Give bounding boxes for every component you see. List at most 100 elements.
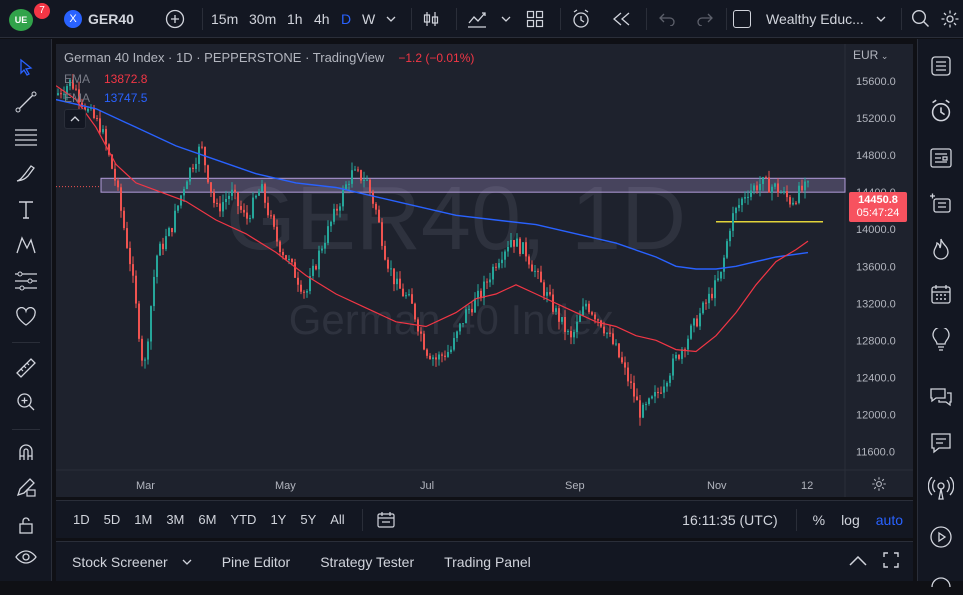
search-button[interactable] (908, 0, 932, 38)
ideas-button[interactable] (925, 324, 957, 356)
range-1y[interactable]: 1Y (270, 512, 287, 527)
tab-strategy-tester[interactable]: Strategy Tester (305, 554, 429, 570)
broadcast-button[interactable] (925, 473, 957, 505)
percent-toggle[interactable]: % (812, 511, 826, 528)
ema-slow-line[interactable] (56, 98, 809, 270)
collapse-panel-button[interactable] (839, 554, 877, 569)
watchlist-button[interactable] (925, 50, 957, 82)
hotlists-button[interactable] (925, 233, 957, 265)
layout-selector[interactable]: Wealthy Educ... (733, 0, 886, 38)
lock-tool[interactable] (10, 509, 42, 541)
interval-1h[interactable]: 1h (287, 0, 303, 38)
candle-body (732, 213, 734, 231)
object-tree-button[interactable] (925, 187, 957, 219)
stay-in-drawing-tool[interactable] (10, 471, 42, 503)
interval-15m[interactable]: 15m (211, 0, 238, 38)
redo-button[interactable] (694, 0, 716, 38)
go-to-date-button[interactable] (367, 511, 405, 528)
news-button[interactable] (925, 142, 957, 174)
log-toggle[interactable]: log (841, 511, 860, 528)
range-all[interactable]: All (330, 512, 345, 527)
add-symbol-button[interactable] (163, 0, 187, 38)
candle-body (777, 183, 779, 193)
tab-pine-editor[interactable]: Pine Editor (207, 554, 305, 570)
candle-body (672, 358, 674, 376)
utc-clock[interactable]: 16:11:35 (UTC) (682, 511, 778, 528)
indicators-dropdown[interactable] (500, 0, 512, 38)
candle-body (477, 290, 479, 299)
measure-tool[interactable] (10, 352, 42, 384)
legend-ema1[interactable]: EMA 13872.8 (64, 72, 474, 86)
replay-button[interactable] (609, 0, 633, 38)
fib-tool[interactable] (10, 121, 42, 153)
text-tool[interactable] (10, 193, 42, 225)
range-5d[interactable]: 5D (103, 512, 121, 527)
alerts-button[interactable] (925, 95, 957, 127)
range-6m[interactable]: 6M (198, 512, 217, 527)
candle-body (465, 309, 467, 324)
interval-30m[interactable]: 30m (249, 0, 276, 38)
candle-body (762, 177, 764, 184)
range-1m[interactable]: 1M (134, 512, 153, 527)
indicators-button[interactable] (466, 0, 488, 38)
currency-selector[interactable]: EUR ⌄ (853, 48, 888, 62)
candle-body (78, 89, 80, 103)
tab-trading-panel[interactable]: Trading Panel (429, 554, 546, 570)
candle-body (168, 228, 170, 237)
interval-d[interactable]: D (341, 0, 351, 38)
candle-body (246, 212, 248, 219)
legend-title[interactable]: German 40 Index · 1D · PEPPERSTONE · Tra… (64, 50, 385, 65)
legend-collapse-button[interactable] (64, 109, 86, 129)
candle-body (120, 187, 122, 211)
candle-body (543, 282, 545, 296)
resistance-zone[interactable] (100, 177, 846, 193)
interval-dropdown[interactable] (384, 0, 398, 38)
candle-body (345, 184, 347, 190)
ema-fast-line[interactable] (56, 85, 809, 353)
price-chart[interactable]: GER40, 1D German 40 Index 15600.0 15200.0… (56, 44, 913, 497)
magnet-tool[interactable] (10, 436, 42, 468)
interval-w[interactable]: W (362, 0, 375, 38)
settings-button[interactable] (938, 0, 962, 38)
layouts-button[interactable] (524, 0, 546, 38)
legend-ema2[interactable]: EMA 13747.5 (64, 91, 474, 105)
symbol-search[interactable]: X GER40 (64, 0, 134, 38)
auto-toggle[interactable]: auto (875, 511, 903, 528)
candle-body (549, 292, 551, 295)
candle-body (729, 230, 731, 242)
trendline-tool[interactable] (10, 86, 42, 118)
range-5y[interactable]: 5Y (300, 512, 317, 527)
range-ytd[interactable]: YTD (230, 512, 257, 527)
chats-button[interactable] (925, 381, 957, 413)
calendar-button[interactable] (925, 278, 957, 310)
pattern-tool[interactable] (10, 229, 42, 261)
app-logo[interactable]: UE 7 (9, 3, 50, 31)
zoom-tool[interactable] (10, 386, 42, 418)
favorites-tool[interactable] (10, 301, 42, 333)
candle-body (351, 170, 353, 184)
chart-settings-button[interactable] (871, 476, 887, 495)
interval-4h[interactable]: 4h (314, 0, 330, 38)
hide-drawings-tool[interactable] (10, 541, 42, 573)
candle-body (279, 241, 281, 253)
prediction-tool[interactable] (10, 265, 42, 297)
help-button[interactable] (925, 563, 957, 595)
streams-button[interactable] (925, 427, 957, 459)
tab-stock-screener[interactable]: Stock Screener (57, 554, 207, 570)
chart-type-button[interactable] (420, 0, 442, 38)
candle-body (174, 210, 176, 233)
undo-button[interactable] (656, 0, 678, 38)
chart-pane[interactable]: GER40, 1D German 40 Index 15600.0 15200.0… (56, 44, 913, 497)
candle-body (114, 168, 116, 181)
range-1d[interactable]: 1D (73, 512, 90, 527)
candle-body (303, 291, 305, 293)
alert-button[interactable] (569, 0, 593, 38)
candle-body (93, 107, 95, 119)
play-button[interactable] (925, 521, 957, 553)
range-3m[interactable]: 3M (166, 512, 185, 527)
brush-tool[interactable] (10, 157, 42, 189)
candle-body (450, 349, 452, 353)
maximize-panel-button[interactable] (877, 552, 913, 571)
chevron-down-icon (182, 559, 192, 565)
cursor-tool[interactable] (10, 51, 42, 83)
